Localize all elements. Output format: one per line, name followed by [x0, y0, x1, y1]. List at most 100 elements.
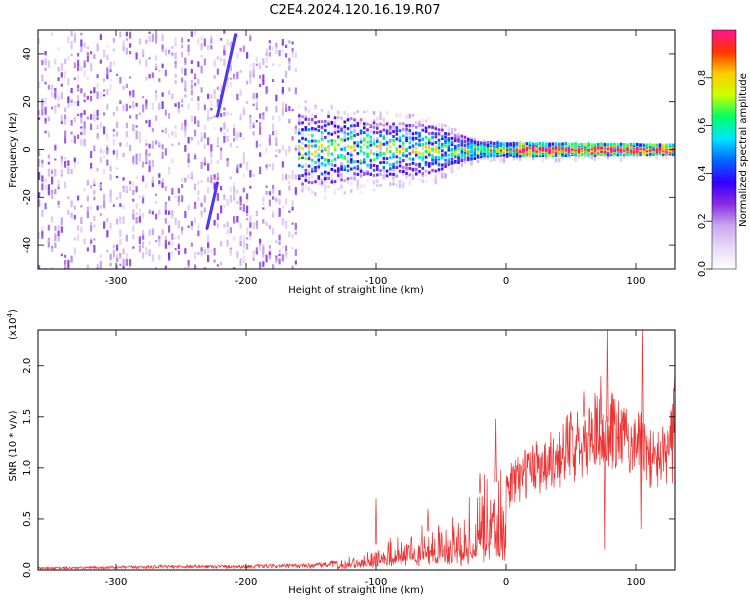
spectrogram-cell [80, 32, 83, 36]
spectrogram-cell [122, 248, 125, 255]
spectrogram-cell [307, 144, 311, 148]
spectrogram-cell [330, 152, 334, 156]
spectrogram-cell [194, 76, 197, 80]
spectrogram-cell [619, 157, 623, 162]
spectrogram-cell [161, 49, 164, 53]
spectrogram-cell [184, 87, 187, 92]
spectrogram-cell [190, 242, 193, 247]
spectrogram-cell [509, 142, 512, 146]
spectrogram-cell [320, 137, 324, 141]
spectrogram-cell [187, 153, 190, 160]
spectrogram-cell [363, 171, 366, 175]
spectrogram-cell [499, 151, 503, 155]
spectrogram-cell [190, 79, 193, 84]
spectrogram-cell [125, 185, 128, 192]
spectrogram-cell [203, 267, 206, 269]
spectrogram-cell [554, 151, 558, 155]
spectrogram-cell [44, 58, 47, 66]
spectrogram-cell [138, 137, 141, 143]
spectrogram-cell [246, 243, 249, 250]
spectrogram-cell [301, 142, 304, 145]
colorbar-tick-label: 0.0 [697, 261, 708, 277]
spectrogram-cell [454, 146, 457, 150]
spectrogram-cell [272, 130, 275, 136]
spectrogram-cell [148, 153, 151, 157]
spectrogram-cell [392, 165, 395, 169]
spectrogram-cell [288, 118, 291, 124]
spectrogram-cell [86, 206, 89, 213]
spectrogram-cell [298, 114, 301, 118]
spectrogram-cell [142, 54, 145, 57]
spectrogram-cell [203, 157, 206, 164]
spectrogram-cell [236, 33, 239, 38]
spectrogram-cell [428, 164, 431, 168]
spectrogram-cell [294, 231, 297, 235]
spectrogram-cell [408, 139, 411, 143]
spectrogram-cell [44, 130, 47, 134]
spectrogram-cell [320, 131, 324, 135]
spectrogram-cell [122, 104, 125, 112]
spectrogram-cell [86, 179, 89, 186]
spectrogram-cell [493, 156, 496, 160]
spectrogram-cell [356, 144, 360, 148]
spectrogram-cell [194, 251, 197, 260]
spectrogram-cell [460, 139, 464, 143]
spectrogram-cell [317, 154, 321, 158]
spectrogram-cell [278, 64, 281, 67]
spectrogram-cell [431, 142, 434, 146]
spectrogram-cell [457, 133, 460, 138]
spectrogram-cell [330, 159, 334, 163]
spectrogram-cell [350, 116, 353, 120]
spectrogram-cell [489, 146, 493, 150]
spectrogram-cell [554, 146, 558, 150]
spectrogram-cell [229, 248, 232, 256]
spectrogram-cell [395, 147, 399, 151]
spectrogram-cell [372, 168, 376, 172]
spectrogram-cell [70, 131, 73, 135]
spectrogram-cell [106, 45, 109, 48]
spectrogram-cell [44, 50, 47, 55]
spectrogram-cell [457, 153, 460, 157]
spectrogram-cell [304, 117, 308, 121]
spectrogram-cell [405, 124, 408, 128]
spectrogram-cell [545, 148, 548, 152]
spectrogram-cell [307, 122, 311, 126]
spectrogram-cell [281, 38, 284, 46]
spectrogram-cell [229, 142, 232, 148]
spectrogram-cell [67, 160, 70, 166]
spectrogram-cell [398, 138, 402, 142]
spectrogram-cell [171, 93, 174, 97]
spectrogram-cell [411, 161, 415, 165]
spectrogram-cell [177, 108, 180, 114]
spectrogram-cell [73, 116, 76, 123]
spectrogram-cell [54, 225, 57, 231]
spectrogram-cell [171, 216, 174, 219]
spectrogram-cell [262, 80, 265, 86]
spectrogram-cell [372, 130, 376, 134]
spectrogram-cell [187, 265, 190, 268]
spectrogram-cell [145, 120, 148, 124]
spectrogram-cell [135, 102, 138, 107]
spectrogram-cell [252, 102, 255, 106]
spectrogram-cell [668, 145, 672, 149]
spectrogram-cell [658, 151, 662, 155]
spectrogram-cell [148, 74, 151, 79]
spectrogram-cell [168, 210, 171, 215]
spectrogram-cell [337, 173, 340, 177]
spectrogram-cell [151, 176, 154, 184]
spectrogram-cell [528, 153, 532, 157]
spectrogram-cell [314, 154, 317, 158]
spectrogram-cell [145, 103, 148, 110]
spectrogram-cell [301, 182, 304, 186]
spectrogram-cell [298, 144, 301, 148]
spectrogram-cell [57, 47, 60, 51]
spectrogram-cell [545, 155, 548, 160]
spectrogram-cell [181, 231, 184, 235]
spectrogram-cell [356, 167, 360, 171]
spectrogram-cell [405, 174, 408, 179]
spectrogram-cell [38, 171, 41, 180]
spectrogram-cell [77, 225, 80, 231]
spectrogram-cell [379, 169, 382, 173]
spectrogram-cell [60, 83, 63, 87]
spectrogram-cell [158, 141, 161, 147]
